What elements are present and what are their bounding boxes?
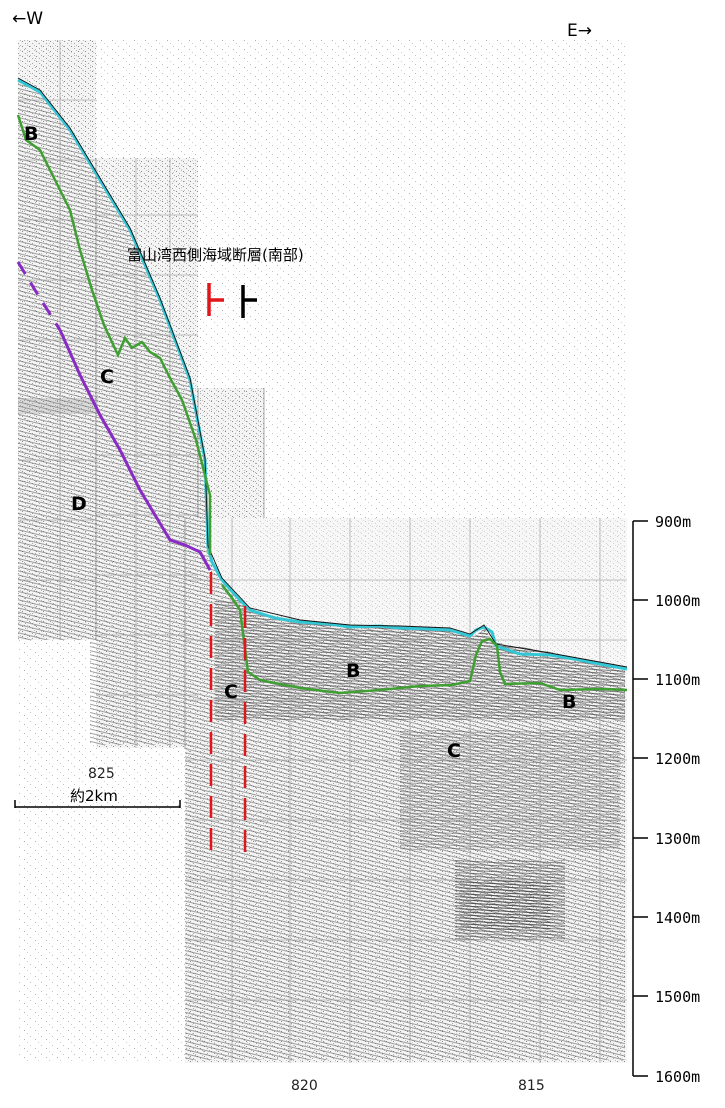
shotpoint-label: 820	[291, 1078, 318, 1094]
depth-tick-label: 1000m	[655, 592, 700, 610]
layer-label-b-mid: B	[346, 660, 360, 682]
base-c-line	[58, 329, 212, 571]
depth-tick-label: 1100m	[655, 671, 700, 689]
shotpoint-label: 815	[518, 1078, 545, 1094]
shotpoint-label: 825	[88, 766, 115, 782]
depth-tick-label: 1400m	[655, 909, 700, 927]
scale-bar	[14, 800, 181, 808]
layer-label-d: D	[71, 493, 87, 515]
fault-title: 富山湾西側海域断層(南部)	[127, 246, 304, 264]
fault-symbol-red	[207, 283, 224, 316]
depth-tick-label: 1200m	[655, 750, 700, 768]
layer-label-c-upper: C	[100, 366, 114, 388]
layer-label-c-lower: C	[447, 740, 461, 762]
layer-label-b-upper: B	[24, 123, 38, 145]
depth-tick-label: 1600m	[655, 1068, 700, 1086]
depth-tick-label: 1500m	[655, 988, 700, 1006]
base-b-lower-line	[221, 584, 628, 695]
depth-tick-label: 1300m	[655, 830, 700, 848]
fault-symbol-black	[241, 285, 257, 318]
layer-label-c-fault: C	[224, 681, 238, 703]
east-direction-label: E→	[567, 21, 592, 41]
base-b-upper-line	[16, 114, 212, 555]
depth-axis	[632, 520, 648, 1077]
scale-bar-label: 約2km	[70, 787, 118, 805]
west-direction-label: ←W	[12, 9, 43, 29]
depth-tick-label: 900m	[655, 513, 691, 531]
layer-label-b-right: B	[562, 691, 576, 713]
seafloor-black-trace	[17, 77, 628, 668]
base-c-dashed-line	[16, 261, 62, 331]
seismic-record-background	[18, 40, 627, 1063]
